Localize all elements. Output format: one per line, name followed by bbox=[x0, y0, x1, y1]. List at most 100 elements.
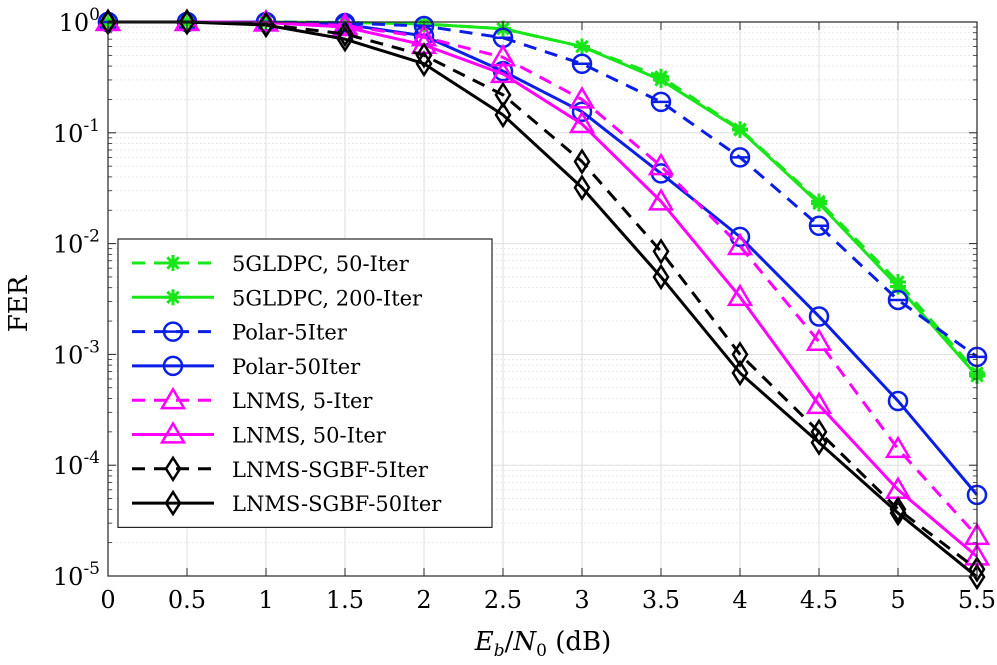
data-point bbox=[811, 195, 827, 212]
y-tick-base: 10 bbox=[53, 120, 84, 148]
legend-box bbox=[117, 238, 493, 528]
data-point bbox=[652, 263, 670, 291]
triangle-marker bbox=[159, 386, 187, 410]
marker-diamond bbox=[164, 455, 182, 483]
marker-triangle bbox=[331, 13, 359, 37]
data-point bbox=[568, 110, 596, 134]
marker-triangle bbox=[805, 328, 833, 351]
data-point bbox=[732, 121, 748, 138]
data-point bbox=[808, 306, 830, 327]
y-tick-label: 10-5 bbox=[53, 559, 100, 591]
marker-diamond bbox=[889, 499, 907, 527]
marker-diamond bbox=[415, 42, 433, 69]
asterisk-marker bbox=[165, 255, 181, 271]
legend-entry: LNMS, 50-Iter bbox=[132, 421, 387, 448]
circle-bar-marker bbox=[162, 321, 184, 342]
x-label-e: E bbox=[474, 627, 494, 657]
data-point bbox=[178, 8, 196, 36]
asterisk-marker bbox=[165, 289, 181, 306]
marker-triangle bbox=[568, 85, 596, 109]
legend-entry: Polar-5Iter bbox=[132, 321, 348, 345]
marker-triangle bbox=[726, 232, 754, 256]
y-tick-base: 10 bbox=[53, 341, 84, 369]
x-tick-label: 2.5 bbox=[484, 586, 522, 614]
x-label-n: N bbox=[512, 627, 537, 657]
marker-stroke bbox=[891, 279, 905, 294]
data-point bbox=[729, 147, 751, 168]
marker-stroke bbox=[166, 290, 180, 305]
marker-diamond bbox=[178, 8, 196, 36]
marker-diamond bbox=[731, 359, 749, 387]
data-point bbox=[257, 11, 275, 39]
diamond-marker bbox=[164, 489, 182, 517]
legend-label: LNMS-SGBF-50Iter bbox=[232, 492, 442, 516]
marker-diamond bbox=[889, 495, 907, 523]
legend-entry: LNMS-SGBF-5Iter bbox=[132, 455, 429, 483]
marker-circle bbox=[571, 101, 593, 122]
legend-label: LNMS-SGBF-5Iter bbox=[232, 458, 429, 482]
marker-diamond bbox=[164, 489, 182, 517]
data-point bbox=[884, 435, 912, 459]
marker-triangle bbox=[805, 391, 833, 415]
triangle-marker bbox=[159, 421, 187, 444]
data-point bbox=[653, 71, 669, 88]
marker-diamond bbox=[731, 341, 749, 368]
marker-triangle bbox=[647, 152, 675, 176]
data-point bbox=[652, 238, 670, 265]
marker-stroke bbox=[166, 256, 180, 270]
legend-label: Polar-5Iter bbox=[232, 321, 348, 345]
y-tick-label: 100 bbox=[59, 5, 100, 37]
y-tick-label: 10-3 bbox=[53, 337, 100, 369]
y-tick-exponent: -5 bbox=[83, 559, 100, 579]
marker-diamond bbox=[573, 174, 591, 201]
x-tick-label: 1 bbox=[258, 586, 273, 614]
data-point bbox=[331, 13, 359, 37]
plot-frame bbox=[107, 21, 978, 577]
data-point bbox=[731, 341, 749, 368]
data-point bbox=[889, 495, 907, 523]
x-tick-label: 4.5 bbox=[800, 586, 838, 614]
marker-stroke bbox=[733, 123, 747, 137]
data-point bbox=[726, 283, 754, 307]
x-tick-label: 0.5 bbox=[168, 586, 206, 614]
marker-diamond bbox=[968, 555, 986, 583]
legend-label: Polar-50Iter bbox=[232, 355, 361, 379]
legend-entry: LNMS-SGBF-50Iter bbox=[132, 489, 442, 517]
data-point bbox=[650, 91, 672, 113]
marker-diamond bbox=[810, 429, 828, 456]
legend-label: LNMS, 5-Iter bbox=[232, 389, 373, 413]
ticks: 0 0.5 1 1.5 2 2.5 3 3.5 4 4.5 5 5.510010-110-210-31… bbox=[53, 5, 996, 614]
marker-triangle bbox=[726, 283, 754, 307]
marker-triangle bbox=[159, 421, 187, 444]
x-tick-label: 2 bbox=[416, 586, 431, 614]
data-point bbox=[968, 555, 986, 583]
data-point bbox=[568, 85, 596, 109]
data-point bbox=[336, 25, 354, 53]
data-point bbox=[573, 174, 591, 201]
data-point bbox=[494, 101, 512, 129]
y-tick-label: 10-2 bbox=[53, 227, 100, 259]
x-tick-label: 3 bbox=[574, 586, 589, 614]
y-tick-base: 10 bbox=[53, 231, 84, 259]
y-tick-base: 10 bbox=[53, 452, 84, 480]
marker-diamond bbox=[257, 11, 275, 39]
legend-label: 5GLDPC, 200-Iter bbox=[232, 286, 423, 310]
data-point bbox=[571, 53, 593, 74]
data-point bbox=[726, 232, 754, 256]
marker-diamond bbox=[336, 25, 354, 53]
circle-marker bbox=[162, 355, 184, 377]
x-tick-label: 0 bbox=[100, 586, 115, 614]
series-line bbox=[108, 20, 978, 579]
marker-stroke bbox=[654, 73, 668, 87]
marker-diamond bbox=[336, 20, 354, 48]
x-label-unit: (dB) bbox=[547, 627, 611, 657]
marker-triangle bbox=[159, 386, 187, 410]
legend: 5GLDPC, 50-Iter 5GLDPC, 200-Iter Polar-5It… bbox=[117, 238, 493, 528]
data-point bbox=[336, 20, 354, 48]
y-axis-label: FER bbox=[4, 274, 34, 332]
x-label-slash: / bbox=[505, 627, 514, 657]
x-tick-label: 5 bbox=[890, 586, 905, 614]
diamond-marker bbox=[164, 455, 182, 483]
data-point bbox=[647, 152, 675, 176]
data-point bbox=[415, 50, 433, 78]
